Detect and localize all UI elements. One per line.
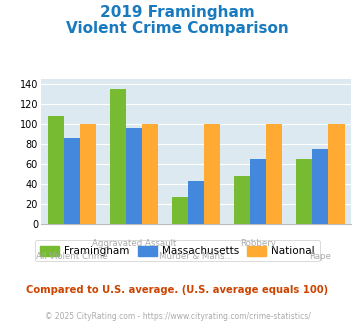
Bar — [48, 116, 64, 224]
Bar — [188, 182, 204, 224]
Bar — [172, 197, 188, 224]
Bar — [126, 128, 142, 224]
Bar — [80, 124, 96, 224]
Text: 2019 Framingham: 2019 Framingham — [100, 5, 255, 20]
Bar — [250, 159, 266, 224]
Text: Compared to U.S. average. (U.S. average equals 100): Compared to U.S. average. (U.S. average … — [26, 285, 329, 295]
Bar — [142, 124, 158, 224]
Text: Murder & Mans...: Murder & Mans... — [159, 252, 233, 261]
Text: Robbery: Robbery — [240, 239, 276, 248]
Text: Rape: Rape — [310, 252, 331, 261]
Bar — [204, 124, 220, 224]
Text: © 2025 CityRating.com - https://www.cityrating.com/crime-statistics/: © 2025 CityRating.com - https://www.city… — [45, 312, 310, 321]
Bar — [296, 159, 312, 224]
Text: Aggravated Assault: Aggravated Assault — [92, 239, 176, 248]
Text: Violent Crime Comparison: Violent Crime Comparison — [66, 21, 289, 36]
Bar — [110, 89, 126, 224]
Text: All Violent Crime: All Violent Crime — [36, 252, 108, 261]
Bar — [266, 124, 283, 224]
Bar — [328, 124, 345, 224]
Legend: Framingham, Massachusetts, National: Framingham, Massachusetts, National — [35, 240, 320, 261]
Bar — [234, 176, 250, 224]
Bar — [64, 138, 80, 224]
Bar — [312, 149, 328, 224]
